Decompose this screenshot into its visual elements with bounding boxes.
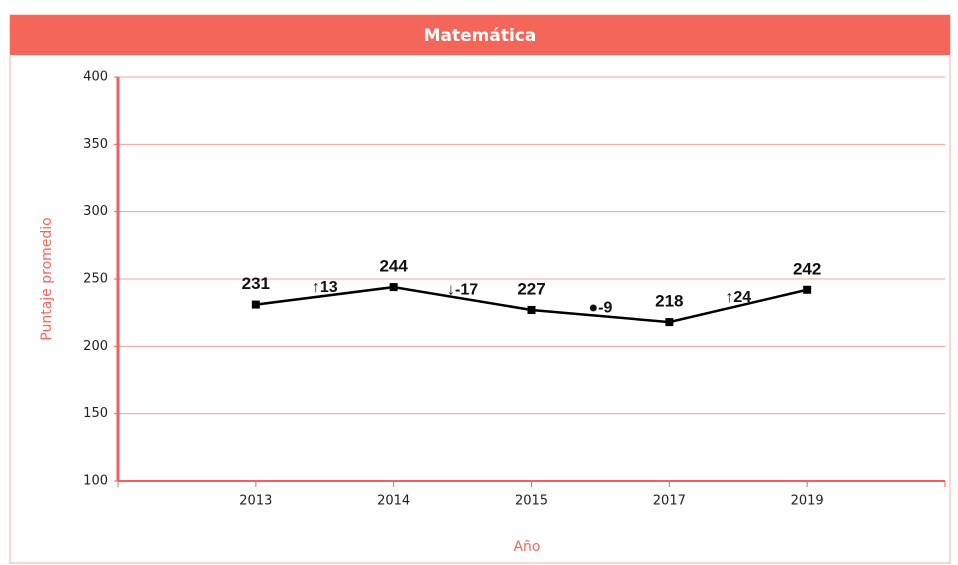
marker xyxy=(251,300,260,309)
x-tick-label: 2014 xyxy=(377,494,410,509)
header-bar xyxy=(10,15,950,55)
data-label: 218 xyxy=(655,292,683,311)
y-tick-label: 100 xyxy=(83,474,108,489)
data-label: 242 xyxy=(793,259,821,278)
x-tick-label: 2017 xyxy=(653,494,686,509)
change-annotation: ↓-17 xyxy=(447,282,478,299)
x-tick-label: 2013 xyxy=(239,494,272,509)
data-label: 244 xyxy=(379,257,408,276)
data-label: 227 xyxy=(517,279,545,298)
y-tick-label: 200 xyxy=(83,339,108,354)
marker xyxy=(665,318,674,327)
change-annotation: ↑13 xyxy=(312,279,338,296)
chart-title: Matemática xyxy=(424,26,537,46)
y-tick-label: 300 xyxy=(83,204,108,219)
y-tick-label: 150 xyxy=(83,406,108,421)
y-tick-label: 250 xyxy=(83,272,108,287)
marker xyxy=(527,305,536,314)
change-annotation: ●-9 xyxy=(588,299,612,316)
marker xyxy=(803,285,812,294)
y-tick-label: 400 xyxy=(83,70,108,85)
x-tick-label: 2015 xyxy=(515,494,548,509)
data-label: 231 xyxy=(242,274,270,293)
x-axis-label: Año xyxy=(513,539,540,555)
chart-frame xyxy=(9,14,951,564)
y-axis-label: Puntaje promedio xyxy=(39,217,55,340)
marker xyxy=(389,283,398,292)
y-tick-label: 350 xyxy=(83,137,108,152)
change-annotation: ↑24 xyxy=(725,289,751,306)
x-tick-label: 2019 xyxy=(791,494,824,509)
